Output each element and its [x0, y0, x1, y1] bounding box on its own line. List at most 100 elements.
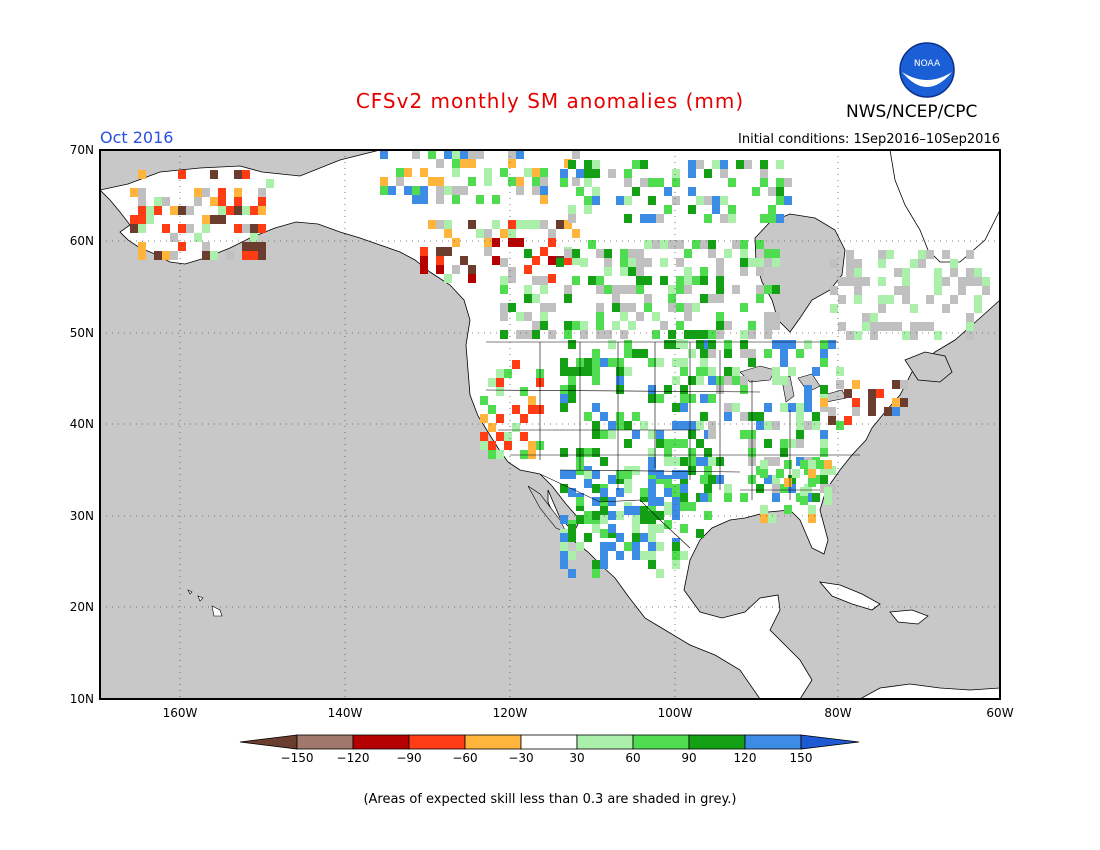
- anomaly-cell: [918, 259, 926, 268]
- anomaly-cell: [492, 195, 500, 204]
- anomaly-cell: [632, 349, 640, 358]
- anomaly-cell: [604, 285, 612, 294]
- anomaly-cell: [656, 524, 664, 533]
- anomaly-cell: [776, 196, 784, 205]
- anomaly-cell: [910, 304, 918, 313]
- anomaly-cell: [648, 479, 656, 488]
- anomaly-cell: [480, 432, 488, 441]
- anomaly-cell: [812, 412, 820, 421]
- anomaly-cell: [568, 394, 576, 403]
- anomaly-cell: [560, 367, 568, 376]
- anomaly-cell: [520, 387, 528, 396]
- anomaly-cell: [688, 448, 696, 457]
- anomaly-cell: [648, 551, 656, 560]
- anomaly-cell: [428, 177, 436, 186]
- anomaly-cell: [648, 511, 656, 520]
- anomaly-cell: [934, 331, 942, 340]
- anomaly-cell: [616, 488, 624, 497]
- anomaly-cell: [672, 511, 680, 520]
- anomaly-cell: [784, 478, 792, 487]
- anomaly-cell: [524, 312, 532, 321]
- anomaly-cell: [836, 421, 844, 430]
- anomaly-cell: [772, 312, 780, 321]
- anomaly-cell: [592, 403, 600, 412]
- anomaly-cell: [460, 186, 468, 195]
- anomaly-cell: [672, 358, 680, 367]
- anomaly-cell: [668, 240, 676, 249]
- anomaly-cell: [404, 168, 412, 177]
- anomaly-cell: [592, 484, 600, 493]
- colorbar-label: 120: [734, 751, 757, 765]
- agency-label: NWS/NCEP/CPC: [846, 102, 978, 122]
- anomaly-cell: [234, 197, 242, 206]
- anomaly-cell: [592, 470, 600, 479]
- anomaly-cell: [624, 421, 632, 430]
- anomaly-cell: [772, 457, 780, 466]
- anomaly-cell: [636, 312, 644, 321]
- anomaly-cell: [652, 312, 660, 321]
- anomaly-cell: [664, 187, 672, 196]
- anomaly-cell: [592, 497, 600, 506]
- anomaly-cell: [656, 569, 664, 578]
- anomaly-cell: [242, 224, 250, 233]
- anomaly-cell: [162, 224, 170, 233]
- anomaly-cell: [772, 285, 780, 294]
- anomaly-cell: [828, 416, 836, 425]
- anomaly-cell: [592, 560, 600, 569]
- anomaly-cell: [404, 186, 412, 195]
- anomaly-cell: [584, 178, 592, 187]
- anomaly-cell: [218, 188, 226, 197]
- anomaly-cell: [688, 421, 696, 430]
- lat-label: 40N: [70, 417, 94, 431]
- anomaly-cell: [600, 358, 608, 367]
- anomaly-cell: [540, 303, 548, 312]
- anomaly-cell: [632, 506, 640, 515]
- anomaly-cell: [760, 469, 768, 478]
- colorbar-swatch: [688, 734, 746, 750]
- anomaly-cell: [776, 214, 784, 223]
- hispaniola: [889, 609, 929, 625]
- anomaly-cell: [380, 186, 388, 195]
- anomaly-cell: [178, 206, 186, 215]
- anomaly-cell: [516, 186, 524, 195]
- anomaly-cell: [234, 224, 242, 233]
- anomaly-cell: [504, 369, 512, 378]
- anomaly-cell: [568, 214, 576, 223]
- initial-conditions: Initial conditions: 1Sep2016–10Sep2016: [738, 132, 1000, 147]
- anomaly-cell: [844, 416, 852, 425]
- anomaly-cell: [624, 214, 632, 223]
- anomaly-cell: [644, 240, 652, 249]
- anomaly-cell: [756, 484, 764, 493]
- anomaly-cell: [672, 542, 680, 551]
- anomaly-cell: [532, 186, 540, 195]
- anomaly-cell: [830, 304, 838, 313]
- anomaly-cell: [420, 195, 428, 204]
- anomaly-cell: [508, 229, 516, 238]
- anomaly-cell: [640, 214, 648, 223]
- anomaly-cell: [468, 265, 476, 274]
- anomaly-cell: [958, 277, 966, 286]
- anomaly-cell: [788, 439, 796, 448]
- anomaly-cell: [568, 470, 576, 479]
- anomaly-cell: [838, 295, 846, 304]
- anomaly-cell: [648, 533, 656, 542]
- anomaly-cell: [796, 439, 804, 448]
- anomaly-cell: [628, 249, 636, 258]
- anomaly-cell: [576, 502, 584, 511]
- anomaly-cell: [632, 551, 640, 560]
- anomaly-cell: [584, 160, 592, 169]
- anomaly-cell: [632, 542, 640, 551]
- anomaly-cell: [528, 450, 536, 459]
- anomaly-cell: [592, 160, 600, 169]
- anomaly-cell: [616, 385, 624, 394]
- anomaly-cell: [760, 514, 768, 523]
- anomaly-cell: [784, 178, 792, 187]
- anomaly-cell: [724, 493, 732, 502]
- anomaly-cell: [902, 268, 910, 277]
- anomaly-cell: [756, 294, 764, 303]
- anomaly-cell: [170, 251, 178, 260]
- anomaly-cell: [660, 321, 668, 330]
- anomaly-cell: [532, 330, 540, 339]
- anomaly-cell: [780, 349, 788, 358]
- anomaly-cell: [620, 285, 628, 294]
